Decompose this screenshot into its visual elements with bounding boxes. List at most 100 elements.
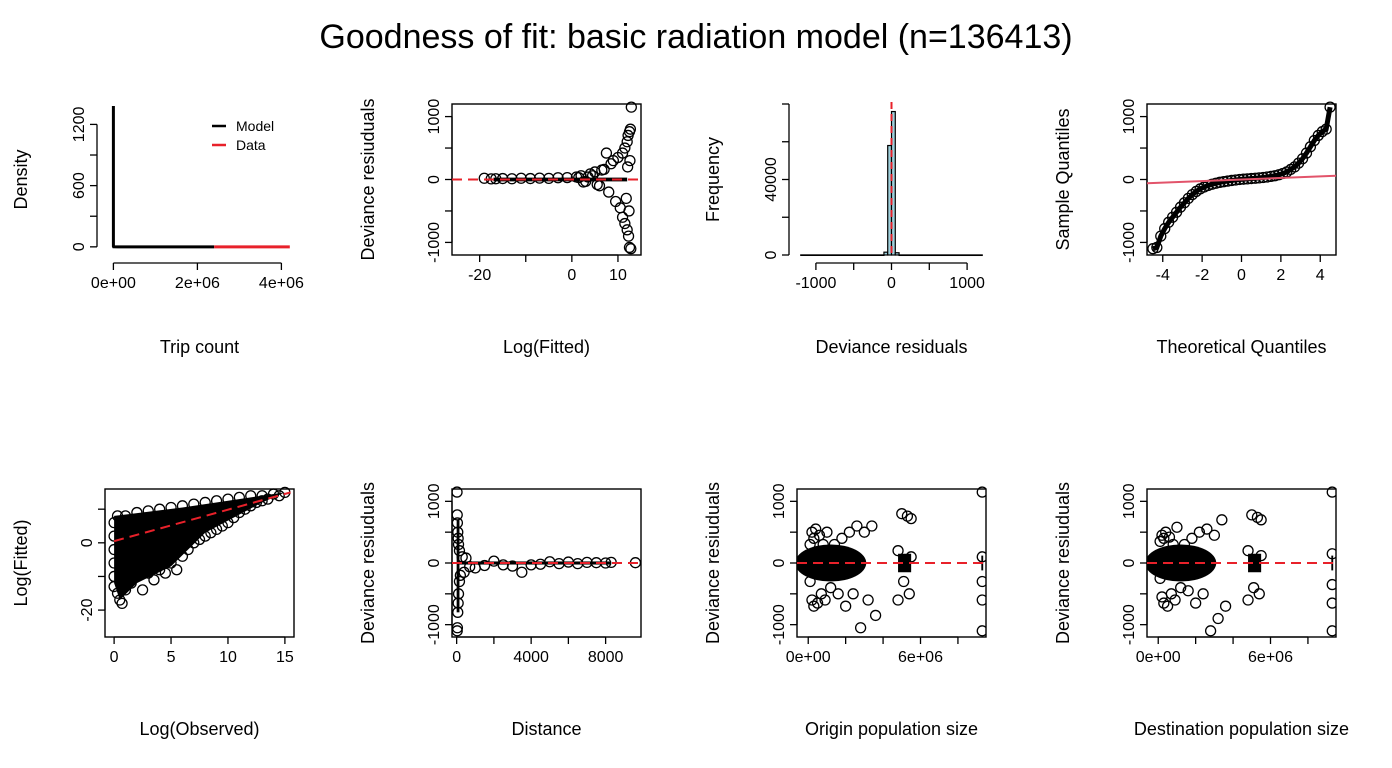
- data-point: [1242, 594, 1254, 606]
- y-tick-label: 1000: [426, 99, 443, 135]
- data-point: [815, 588, 827, 600]
- data-point: [506, 560, 519, 572]
- data-point: [623, 205, 635, 217]
- data-point: [1186, 188, 1198, 201]
- x-tick-label: 2: [1276, 267, 1285, 284]
- x-axis-title: Distance: [511, 719, 581, 739]
- data-point: [605, 158, 617, 170]
- data-point: [619, 217, 631, 230]
- data-point: [525, 559, 537, 571]
- data-point: [1197, 588, 1209, 600]
- panel-2: -20 0 10 -1000 0 1000 Log(Fitted) Deviance resi…: [358, 98, 642, 357]
- data-point: [1171, 521, 1183, 533]
- y-tick-label: 0: [771, 558, 788, 567]
- panel-7: 0e+00 6e+06 -1000 0 1000 Origin population si…: [703, 482, 987, 739]
- y-tick-label: -1000: [426, 222, 443, 263]
- y-axis-title: Deviance resiuduals: [1053, 482, 1073, 644]
- data-point: [825, 582, 837, 594]
- x-tick-label: -2: [1195, 267, 1209, 284]
- legend-label: Model: [236, 118, 274, 134]
- data-point: [832, 588, 844, 600]
- data-point: [596, 164, 608, 176]
- legend-label: Data: [236, 137, 266, 153]
- panel-6: 0 4000 8000 -1000 0 1000 Distance Deviance resi…: [358, 482, 642, 739]
- overplotted-cloud: [114, 492, 285, 600]
- y-tick-label: -1000: [1121, 222, 1138, 263]
- data-point: [1212, 612, 1224, 625]
- data-point: [869, 609, 882, 622]
- data-point: [452, 486, 463, 498]
- x-axis-title: Log(Observed): [139, 719, 259, 739]
- data-point: [624, 123, 637, 135]
- data-point: [1156, 591, 1168, 603]
- x-axis-title: Deviance residuals: [815, 337, 967, 357]
- x-tick-label: 1000: [949, 275, 985, 292]
- plot-marks: [797, 486, 986, 637]
- data-point: [1193, 526, 1206, 538]
- data-point: [976, 625, 986, 637]
- data-point: [1201, 523, 1213, 535]
- data-point: [148, 574, 160, 586]
- data-point: [497, 559, 509, 571]
- data-point: [836, 532, 848, 544]
- y-axis-title: Log(Fitted): [11, 519, 31, 606]
- x-tick-label: 6e+06: [898, 649, 943, 666]
- plot-marks: [452, 486, 641, 637]
- data-point: [620, 192, 632, 205]
- data-point: [621, 224, 633, 236]
- data-point: [488, 555, 500, 567]
- x-tick-label: 4: [1316, 267, 1325, 284]
- histogram-bar: [898, 254, 983, 257]
- data-point: [866, 520, 878, 532]
- x-tick-label: 0: [452, 649, 461, 666]
- data-point: [976, 486, 986, 498]
- fit-reference-line: [1147, 174, 1336, 185]
- data-point: [808, 600, 820, 612]
- data-point: [1175, 582, 1187, 594]
- x-tick-label: 8000: [588, 649, 624, 666]
- data-point: [624, 154, 636, 167]
- data-point: [847, 588, 859, 600]
- plot-marks: [452, 101, 641, 255]
- data-point: [1161, 600, 1174, 612]
- y-tick-label: 0: [1121, 175, 1138, 184]
- data-point: [454, 569, 467, 581]
- data-point: [905, 512, 917, 525]
- data-point: [806, 526, 818, 538]
- data-point: [1182, 192, 1194, 205]
- series-line-model: [111, 106, 215, 249]
- data-point: [616, 147, 629, 159]
- data-point: [621, 161, 634, 173]
- overplotted-band: [493, 177, 628, 182]
- data-point: [892, 594, 904, 606]
- data-point: [896, 508, 908, 520]
- data-point: [1253, 588, 1265, 600]
- data-point: [854, 622, 867, 634]
- data-point: [1289, 161, 1301, 173]
- data-point: [851, 520, 863, 532]
- x-axis: 0 4000 8000: [452, 636, 624, 666]
- y-tick-label: 0: [1121, 558, 1138, 567]
- x-axis: 0e+00 6e+06: [1136, 636, 1309, 666]
- y-axis: -1000 0 1000: [426, 483, 453, 645]
- data-point: [1326, 578, 1336, 591]
- y-axis: -1000 0 1000: [1121, 483, 1148, 645]
- data-point: [1158, 597, 1170, 609]
- x-tick-label: -4: [1156, 267, 1170, 284]
- y-tick-label: 600: [71, 172, 88, 199]
- data-point: [811, 597, 824, 609]
- y-axis-title: Deviance resiuduals: [358, 482, 378, 644]
- data-point: [452, 625, 463, 637]
- data-point: [1219, 600, 1232, 612]
- data-point: [625, 101, 637, 113]
- y-tick-label: 0: [426, 558, 443, 567]
- x-tick-label: 5: [167, 649, 176, 666]
- data-point: [116, 597, 128, 610]
- data-point: [452, 622, 464, 634]
- x-axis-title: Log(Fitted): [503, 337, 590, 357]
- data-point: [1326, 486, 1336, 498]
- x-axis: -4 -2 0 2 4: [1156, 254, 1325, 284]
- data-point: [603, 186, 615, 198]
- data-point: [976, 594, 986, 606]
